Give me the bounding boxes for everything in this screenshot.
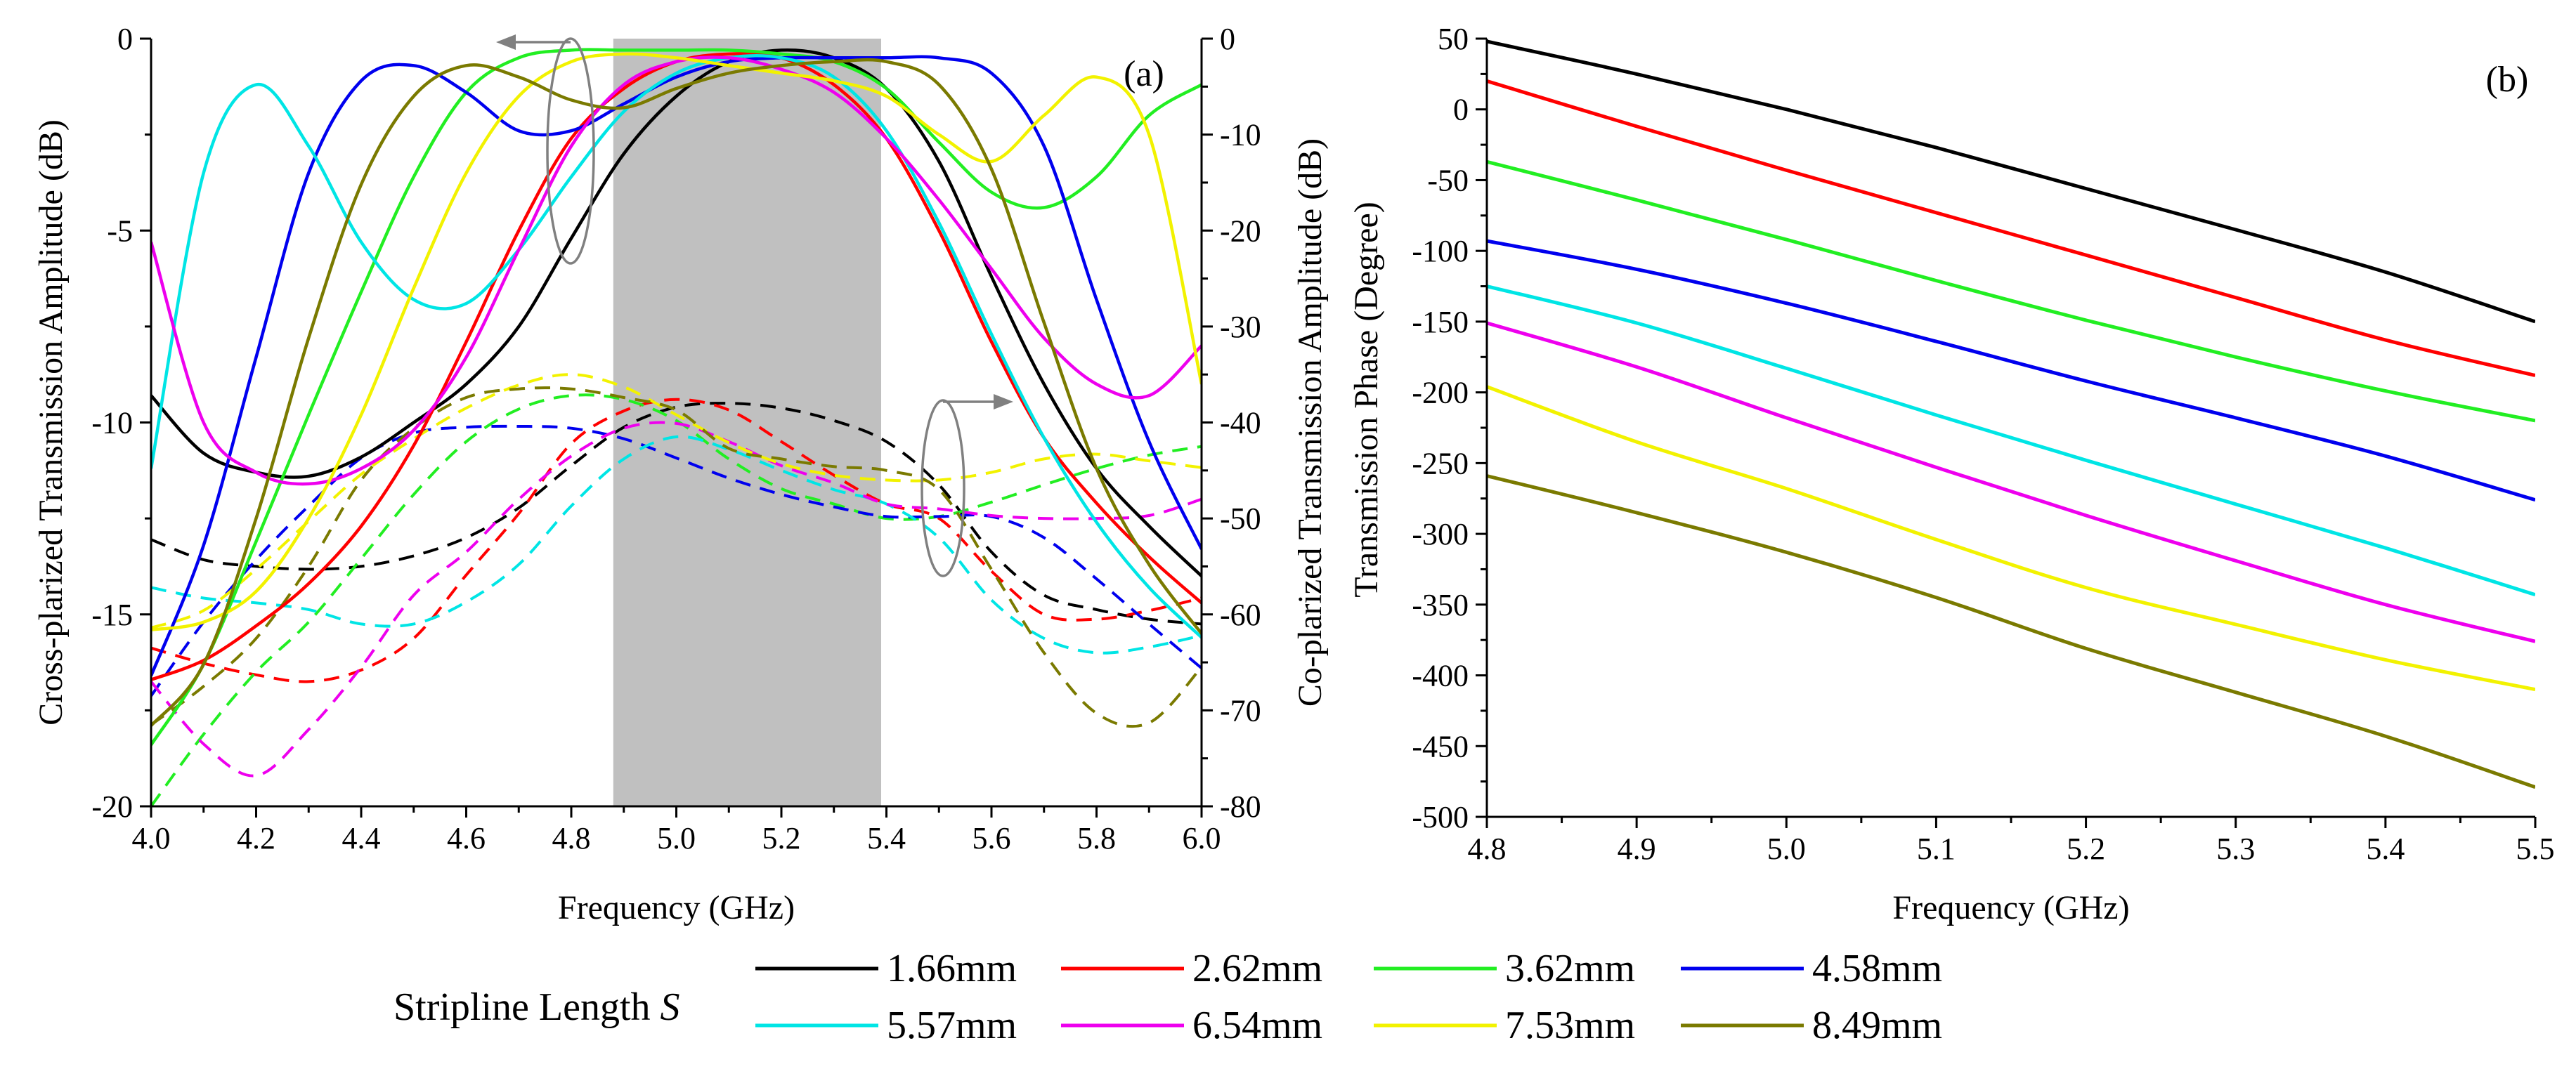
legend-label-3.62mm: 3.62mm	[1505, 947, 1635, 990]
legend-label-8.49mm: 8.49mm	[1812, 1004, 1942, 1047]
phase-line-3.62mm	[1487, 159, 2535, 423]
annotation-ellipse-right	[921, 399, 965, 577]
x-tick-label: 5.6	[972, 821, 1011, 855]
x-tick-label: 4.6	[447, 821, 486, 855]
plot-area-a	[151, 48, 1202, 806]
x-tick-label-b: 5.5	[2516, 832, 2555, 866]
y-tick-label-b: -100	[1412, 234, 1469, 268]
panel-label-a: (a)	[1124, 54, 1164, 94]
y-tick-label-b: -200	[1412, 376, 1469, 410]
solid-line-7.53mm	[151, 52, 1202, 631]
y-tick-label-left: -5	[107, 214, 133, 248]
y-tick-label-right: 0	[1220, 22, 1235, 56]
y-tick-label-right: -50	[1220, 501, 1261, 536]
y-axis-title-right: Co-plarized Transmission Amplitude (dB)	[1292, 138, 1329, 707]
y-axis-title-left: Cross-plarized Transmission Amplitude (d…	[32, 119, 70, 726]
y-tick-label-b: -300	[1412, 517, 1469, 551]
x-axis-title-a: Frequency (GHz)	[558, 889, 795, 926]
y-tick-label-b: -250	[1412, 446, 1469, 480]
dashed-line-1.66mm	[151, 402, 1202, 626]
annotation-arrow-left-head	[496, 34, 516, 50]
x-tick-label: 6.0	[1183, 821, 1221, 855]
y-tick-label-right: -20	[1220, 214, 1261, 248]
x-tick-label: 4.2	[237, 821, 275, 855]
chart-panel-b: 4.8 4.9 5.0 5.1 5.2 5.3 5.4 5.5 50 0 -50 -100 -150 -2…	[1348, 22, 2555, 926]
legend-label-7.53mm: 7.53mm	[1505, 1004, 1635, 1047]
y-tick-label-left: -10	[91, 406, 133, 440]
y-tick-label-b: -350	[1412, 588, 1469, 622]
x-tick-label: 5.8	[1077, 821, 1116, 855]
x-tick-label: 5.2	[762, 821, 801, 855]
y-tick-label-left: -20	[91, 789, 133, 824]
legend-label-6.54mm: 6.54mm	[1192, 1004, 1322, 1047]
solid-line-1.66mm	[151, 48, 1202, 577]
dashed-line-5.57mm	[151, 435, 1202, 655]
y-tick-label-right: -70	[1220, 693, 1261, 728]
annotation-ellipse-left	[546, 37, 595, 265]
x-tick-label: 4.0	[132, 821, 171, 855]
y-tick-label-b: -50	[1427, 163, 1469, 197]
legend: Stripline Length S 1.66mm 2.62mm 3.62mm 4.5…	[393, 947, 1942, 1047]
phase-line-6.54mm	[1487, 321, 2535, 643]
solid-line-3.62mm	[151, 48, 1202, 746]
y-tick-label-b: -400	[1412, 659, 1469, 693]
x-tick-label-b: 5.3	[2216, 832, 2255, 866]
x-tick-label: 5.4	[867, 821, 906, 855]
panel-label-b: (b)	[2486, 60, 2529, 100]
solid-line-5.57mm	[151, 54, 1202, 639]
y-tick-label-right: -80	[1220, 789, 1261, 824]
legend-title: Stripline Length S	[393, 985, 680, 1029]
dashed-line-2.62mm	[151, 398, 1202, 683]
dashed-line-4.58mm	[151, 424, 1202, 697]
y-tick-label-right: -10	[1220, 118, 1261, 152]
legend-label-1.66mm: 1.66mm	[887, 947, 1017, 990]
y-tick-label-left: 0	[117, 22, 133, 56]
phase-line-1.66mm	[1487, 39, 2535, 324]
y-tick-label-b: 50	[1438, 22, 1469, 56]
plot-area-b	[1487, 39, 2535, 789]
phase-line-4.58mm	[1487, 239, 2535, 502]
solid-line-8.49mm	[151, 58, 1202, 727]
x-tick-label-b: 5.1	[1917, 832, 1956, 866]
x-tick-label: 4.4	[342, 821, 381, 855]
dashed-line-3.62mm	[151, 393, 1202, 806]
y-tick-label-b: -500	[1412, 800, 1469, 834]
y-tick-label-b: -150	[1412, 305, 1469, 339]
legend-label-2.62mm: 2.62mm	[1192, 947, 1322, 990]
legend-entries: 1.66mm 2.62mm 3.62mm 4.58mm 5.57mm 6.54mm 7.53…	[755, 947, 1942, 1047]
legend-label-5.57mm: 5.57mm	[887, 1004, 1017, 1047]
x-tick-label-b: 4.9	[1618, 832, 1656, 866]
x-axis-title-b: Frequency (GHz)	[1892, 889, 2129, 926]
legend-label-4.58mm: 4.58mm	[1812, 947, 1942, 990]
x-tick-label: 5.0	[657, 821, 696, 855]
dashed-line-7.53mm	[151, 373, 1202, 629]
dashed-line-8.49mm	[151, 386, 1202, 728]
x-tick-label-b: 5.2	[2067, 832, 2105, 866]
y-tick-label-left: -15	[91, 598, 133, 632]
y-tick-label-b: -450	[1412, 729, 1469, 763]
annotation-arrow-right-head	[994, 394, 1013, 409]
phase-line-8.49mm	[1487, 474, 2535, 789]
y-tick-label-b: 0	[1453, 93, 1469, 127]
x-tick-label: 4.8	[552, 821, 591, 855]
y-tick-label-right: -40	[1220, 406, 1261, 440]
x-tick-label-b: 4.8	[1468, 832, 1507, 866]
phase-line-5.57mm	[1487, 284, 2535, 597]
x-tick-label-b: 5.0	[1767, 832, 1806, 866]
y-tick-label-right: -30	[1220, 310, 1261, 344]
phase-line-7.53mm	[1487, 385, 2535, 692]
y-axis-title-b: Transmission Phase (Degree)	[1348, 202, 1385, 597]
y-tick-label-right: -60	[1220, 598, 1261, 632]
solid-line-6.54mm	[151, 55, 1202, 486]
phase-line-2.62mm	[1487, 79, 2535, 377]
x-tick-label-b: 5.4	[2366, 832, 2405, 866]
chart-panel-a: 4.0 4.2 4.4 4.6 4.8 5.0 5.2 5.4 5.6 5.8 6.0 0 -5 -10 -…	[32, 22, 1329, 926]
